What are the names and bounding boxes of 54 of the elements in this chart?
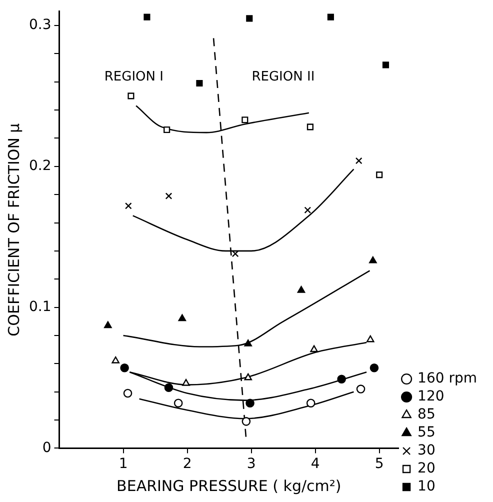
legend-label: 30 (418, 442, 436, 459)
point (370, 363, 379, 372)
annotation: REGION I (104, 69, 164, 84)
point (369, 256, 377, 264)
y-tick-label: 0.2 (29, 158, 52, 174)
x-tick-label: 2 (182, 456, 192, 472)
point (244, 373, 252, 380)
y-axis-title: COEFFICIENT OF FRICTION μ (4, 122, 23, 336)
x-tick-label: 5 (374, 456, 384, 472)
point (297, 286, 306, 293)
point (242, 417, 251, 426)
point (112, 356, 120, 364)
point (164, 383, 174, 392)
point (165, 192, 172, 200)
point (376, 172, 383, 178)
point (124, 202, 132, 210)
point (306, 398, 316, 408)
y-tick-label: 0.1 (29, 298, 52, 315)
point (355, 157, 362, 164)
point (356, 384, 366, 394)
legend-label: 160 rpm (418, 370, 477, 387)
point (246, 15, 253, 22)
point (242, 116, 248, 124)
legend-label: 85 (418, 406, 436, 423)
point (246, 398, 254, 408)
point (104, 321, 112, 328)
point (327, 14, 334, 20)
point (366, 335, 374, 342)
point (128, 92, 134, 100)
point (337, 374, 346, 384)
legend-label: 55 (418, 424, 436, 441)
point (174, 398, 183, 408)
point (196, 80, 203, 87)
point (144, 14, 150, 20)
legend-label: 10 (418, 478, 436, 495)
point (306, 124, 314, 130)
point (382, 62, 390, 68)
point (164, 126, 170, 134)
point (120, 363, 129, 372)
point (182, 378, 190, 386)
y-tick-label: 0.3 (29, 17, 52, 34)
legend-label: 20 (418, 460, 436, 477)
x-tick-label: 1 (118, 456, 128, 472)
point (304, 206, 312, 214)
x-tick-label: 4 (310, 456, 320, 472)
point (244, 340, 252, 346)
x-tick-label: 3 (246, 456, 256, 472)
legend-label: 120 (418, 388, 444, 405)
y-tick-label: 0 (42, 440, 52, 456)
point (178, 314, 186, 322)
point (310, 345, 318, 352)
annotation: REGION II (252, 69, 315, 84)
x-axis-title: BEARING PRESSURE ( kg/cm²) (116, 476, 342, 495)
point (123, 388, 132, 398)
